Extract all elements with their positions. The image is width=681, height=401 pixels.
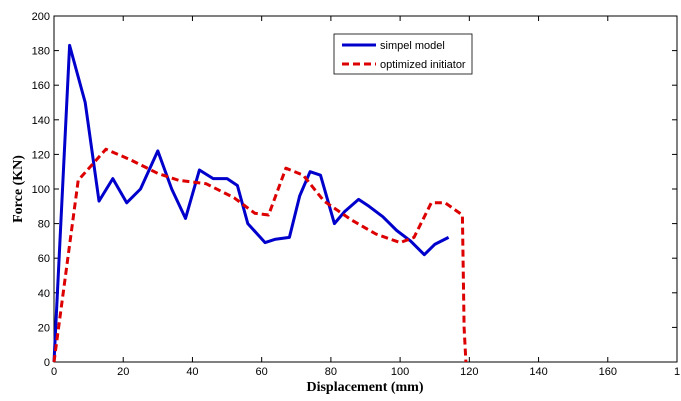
x-tick-label: 60 [256, 366, 268, 378]
series-line-optimized-initiator [52, 147, 468, 363]
x-tick-label: 1 [674, 366, 680, 378]
y-tick-label: 140 [32, 115, 50, 127]
y-tick-label: 180 [32, 46, 50, 58]
y-tick-labels: 0 20 40 60 80 100 120 140 160 180 200 [32, 11, 50, 369]
y-tick-label: 40 [38, 288, 50, 300]
x-tick-label: 160 [599, 366, 617, 378]
y-tick-label: 120 [32, 149, 50, 161]
y-tick-label: 80 [38, 219, 50, 231]
legend-label-optimized-initiator: optimized initiator [380, 59, 466, 71]
x-tick-label: 100 [391, 366, 409, 378]
y-tick-label: 160 [32, 80, 50, 92]
y-tick-label: 60 [38, 253, 50, 265]
x-tick-label: 120 [460, 366, 478, 378]
legend: simpel model optimized initiator [333, 33, 473, 75]
x-tick-label: 0 [51, 366, 57, 378]
x-tick-label: 80 [325, 366, 337, 378]
y-axis-title: Force (KN) [11, 155, 26, 223]
x-axis-title: Displacement (mm) [306, 380, 423, 395]
legend-box [333, 33, 473, 75]
x-tick-labels: 0 20 40 60 80 100 120 140 160 1 [51, 366, 680, 378]
y-tick-label: 0 [44, 357, 50, 369]
x-tick-label: 40 [186, 366, 198, 378]
y-tick-label: 20 [38, 322, 50, 334]
series-line-simpel-model [52, 43, 450, 363]
y-tick-label: 200 [32, 11, 50, 23]
x-tick-label: 140 [529, 366, 547, 378]
x-tick-label: 20 [117, 366, 129, 378]
data-series [52, 43, 468, 363]
y-tick-label: 100 [32, 184, 50, 196]
legend-label-simpel-model: simpel model [380, 40, 445, 52]
